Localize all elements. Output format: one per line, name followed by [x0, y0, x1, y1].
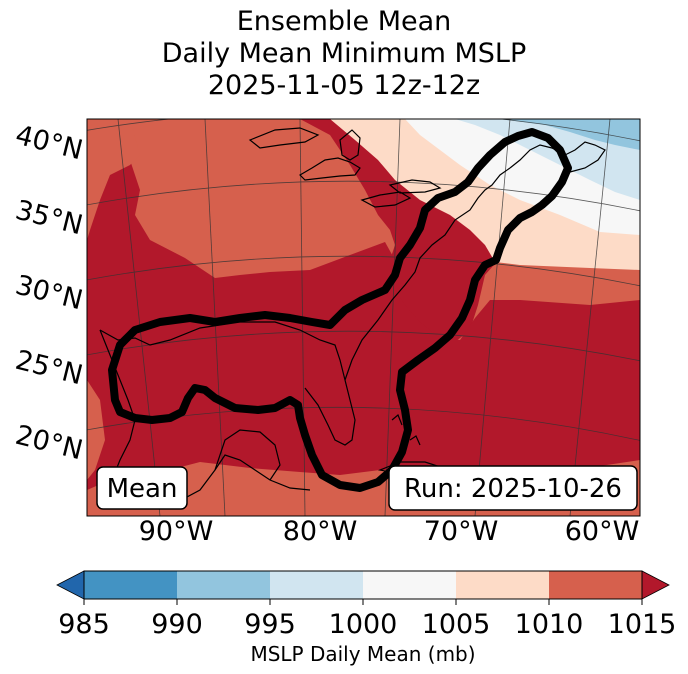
- coastlines: [99, 127, 606, 506]
- colorbar-tick-1000: 1000: [329, 609, 398, 640]
- colorbar-bin-985-990: [84, 571, 177, 599]
- colorbar-tick-1005: 1005: [422, 609, 491, 640]
- colorbar-tick-1015: 1015: [608, 609, 677, 640]
- lat-label-20: 20°N: [12, 420, 86, 467]
- mean-label-box: Mean: [96, 466, 188, 510]
- mslp-field-1010-swcorner: [87, 380, 105, 480]
- colorbar-bin-1005-1010: [456, 571, 549, 599]
- lon-label-60: 60°W: [565, 516, 640, 547]
- lat-label-25: 25°N: [12, 345, 86, 392]
- colorbar: 985 990 995 1000 1005 1010 1015 MSLP Dai…: [56, 570, 677, 666]
- mean-label: Mean: [107, 474, 178, 504]
- colorbar-bin-1010-1015: [549, 571, 642, 599]
- lon-label-80: 80°W: [283, 516, 358, 547]
- mslp-field-1010-westedge: [87, 119, 140, 240]
- colorbar-bin-990-995: [177, 571, 270, 599]
- title-line-2: Daily Mean Minimum MSLP: [161, 38, 527, 69]
- colorbar-bin-1000-1005: [363, 571, 456, 599]
- lat-label-30: 30°N: [12, 270, 86, 317]
- colorbar-bin-995-1000: [270, 571, 363, 599]
- colorbar-tick-990: 990: [151, 609, 203, 640]
- colorbar-tick-995: 995: [244, 609, 296, 640]
- lat-label-40: 40°N: [12, 120, 86, 167]
- ensemble-contour: [108, 128, 572, 492]
- longitude-labels: 90°W 80°W 70°W 60°W: [139, 516, 640, 547]
- mslp-field-990: [500, 119, 640, 150]
- map-panel: Mean Run: 2025-10-26: [87, 119, 640, 516]
- lat-label-35: 35°N: [12, 195, 86, 242]
- run-label-box: Run: 2025-10-26: [388, 465, 638, 511]
- lon-label-90: 90°W: [139, 516, 214, 547]
- colorbar-extend-high: [641, 570, 670, 600]
- colorbar-label: MSLP Daily Mean (mb): [250, 642, 475, 666]
- title-line-1: Ensemble Mean: [236, 6, 452, 37]
- lon-label-70: 70°W: [424, 516, 499, 547]
- figure-title: Ensemble Mean Daily Mean Minimum MSLP 20…: [0, 6, 688, 102]
- graticule: [87, 119, 640, 516]
- latitude-labels: 40°N 35°N 30°N 25°N 20°N: [12, 120, 86, 467]
- colorbar-extend-low: [56, 570, 85, 600]
- map-frame: [86, 118, 641, 517]
- run-label: Run: 2025-10-26: [404, 474, 622, 504]
- colorbar-tick-985: 985: [58, 609, 110, 640]
- colorbar-tick-1010: 1010: [515, 609, 584, 640]
- title-line-3: 2025-11-05 12z-12z: [207, 70, 481, 101]
